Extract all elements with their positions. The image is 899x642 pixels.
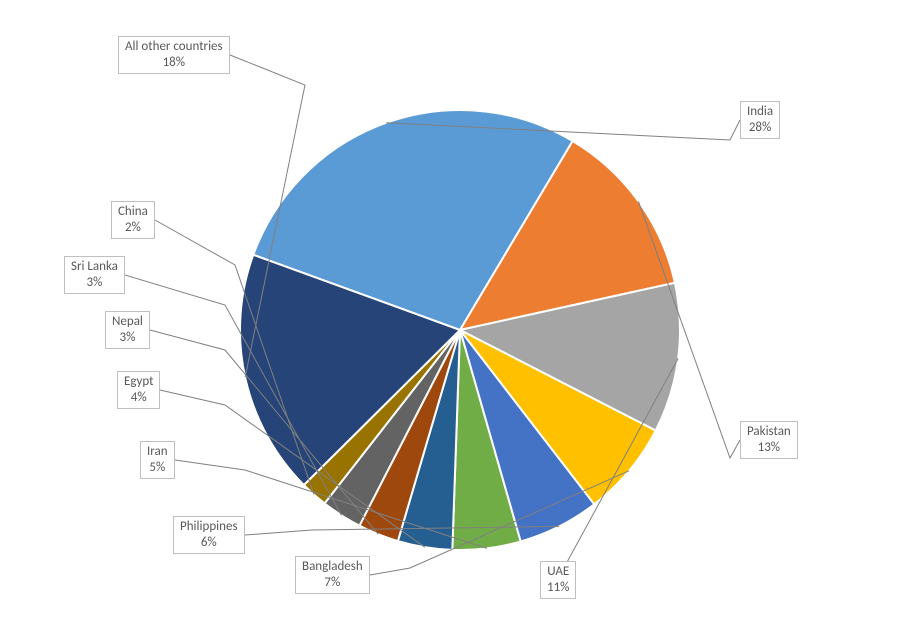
pie-label: All other countries18% — [118, 36, 230, 75]
pie-label-name: Philippines — [180, 519, 238, 535]
pie-label: Sri Lanka3% — [64, 256, 125, 295]
pie-label: China2% — [111, 201, 155, 240]
pie-label: India28% — [740, 101, 780, 140]
pie-label-name: All other countries — [125, 39, 223, 55]
pie-label-percent: 28% — [747, 120, 773, 136]
pie-label-name: Nepal — [112, 314, 143, 330]
pie-label-name: Iran — [147, 444, 168, 460]
pie-label-percent: 11% — [547, 580, 569, 596]
pie-label: Pakistan13% — [740, 421, 798, 460]
pie-label-percent: 18% — [125, 55, 223, 71]
pie-label: Philippines6% — [173, 516, 245, 555]
pie-label: Bangladesh7% — [295, 556, 370, 595]
pie-label: Nepal3% — [105, 311, 150, 350]
pie-label-percent: 13% — [747, 440, 791, 456]
pie-label-name: India — [747, 104, 773, 120]
pie-label-name: Egypt — [124, 374, 153, 390]
pie-label-name: Pakistan — [747, 424, 791, 440]
pie-label-percent: 5% — [147, 460, 168, 476]
pie-label-percent: 7% — [302, 575, 363, 591]
pie-label: Egypt4% — [117, 371, 160, 410]
pie-label-percent: 2% — [118, 220, 148, 236]
pie-label-name: Bangladesh — [302, 559, 363, 575]
pie-label-percent: 3% — [71, 275, 118, 291]
pie-label-name: Sri Lanka — [71, 259, 118, 275]
pie-label-percent: 3% — [112, 330, 143, 346]
pie-label: Iran5% — [140, 441, 175, 480]
pie-label-percent: 4% — [124, 390, 153, 406]
pie-label: UAE11% — [540, 561, 576, 600]
pie-label-name: UAE — [547, 564, 569, 580]
pie-label-name: China — [118, 204, 148, 220]
pie-label-percent: 6% — [180, 535, 238, 551]
pie-chart: India28% Pakistan13% UAE11% Bangladesh7% Phi… — [0, 0, 899, 642]
